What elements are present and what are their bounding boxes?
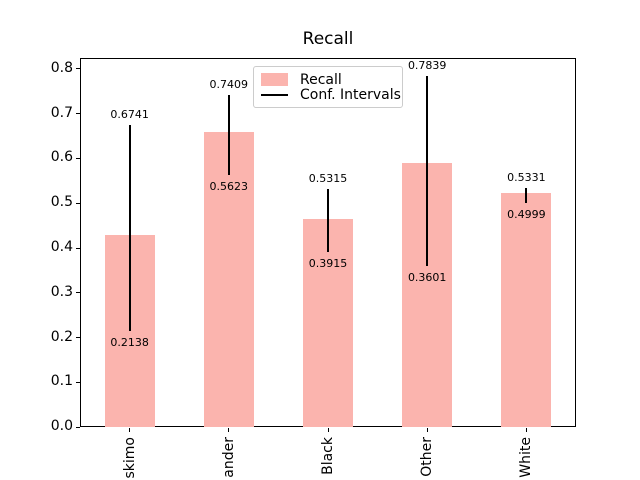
y-tick-mark bbox=[76, 381, 80, 383]
y-tick-mark bbox=[76, 157, 80, 159]
bar bbox=[203, 131, 254, 428]
x-tick-label: White bbox=[518, 437, 535, 478]
annotation-lower-value: 0.3601 bbox=[407, 270, 447, 284]
y-tick-label: 0.7 bbox=[50, 104, 73, 121]
x-tick-mark bbox=[327, 427, 329, 432]
annotation-lower-value: 0.2138 bbox=[110, 336, 149, 350]
y-tick-label: 0.4 bbox=[50, 239, 73, 255]
annotation-upper-value: 0.5331 bbox=[507, 171, 546, 185]
chart-title: Recall bbox=[302, 29, 354, 49]
bar bbox=[303, 218, 353, 428]
x-tick-mark bbox=[228, 427, 230, 432]
y-tick-mark bbox=[76, 113, 80, 115]
bar bbox=[501, 193, 552, 428]
x-tick-mark bbox=[525, 427, 527, 432]
ci-line bbox=[426, 76, 429, 266]
x-tick-mark bbox=[129, 427, 131, 432]
annotation-lower-value: 0.4999 bbox=[507, 208, 546, 222]
recall-swatch-icon bbox=[261, 73, 288, 86]
ci-line bbox=[227, 95, 230, 176]
x-tick-mark bbox=[426, 427, 428, 432]
annotation-upper-value: 0.5315 bbox=[308, 172, 348, 186]
y-tick-label: 0.2 bbox=[50, 328, 73, 345]
y-tick-mark bbox=[76, 426, 80, 428]
legend-box: Recall Conf. Intervals bbox=[253, 66, 403, 108]
legend-item-recall: Recall bbox=[261, 71, 394, 88]
x-tick-label: Black bbox=[320, 437, 336, 475]
annotation-upper-value: 0.6741 bbox=[110, 108, 149, 122]
annotation-lower-value: 0.3915 bbox=[308, 256, 348, 270]
annotation-lower-value: 0.5623 bbox=[209, 180, 249, 194]
y-tick-label: 0.1 bbox=[50, 373, 73, 390]
y-tick-label: 0.6 bbox=[50, 149, 73, 166]
y-tick-mark bbox=[76, 68, 80, 70]
legend-item-conf-intervals: Conf. Intervals bbox=[261, 87, 401, 103]
y-tick-label: 0.5 bbox=[50, 194, 73, 211]
y-tick-label: 0.3 bbox=[50, 283, 73, 300]
conf-interval-line-icon bbox=[261, 93, 288, 96]
y-tick-label: 0.8 bbox=[50, 59, 73, 76]
x-tick-label: Other bbox=[419, 437, 436, 477]
x-tick-label: ander bbox=[220, 437, 237, 478]
annotation-upper-value: 0.7409 bbox=[209, 78, 249, 92]
y-tick-label: 0.0 bbox=[50, 418, 73, 435]
legend-label: Recall bbox=[300, 71, 342, 88]
y-tick-mark bbox=[76, 337, 80, 339]
ci-line bbox=[525, 188, 528, 204]
annotation-upper-value: 0.7839 bbox=[407, 59, 447, 72]
x-tick-label: skimo bbox=[121, 437, 138, 479]
ci-line bbox=[128, 125, 131, 332]
ci-line bbox=[327, 189, 329, 252]
y-tick-mark bbox=[76, 292, 80, 294]
y-tick-mark bbox=[76, 247, 80, 249]
legend-label: Conf. Intervals bbox=[300, 86, 401, 103]
y-tick-mark bbox=[76, 202, 80, 204]
